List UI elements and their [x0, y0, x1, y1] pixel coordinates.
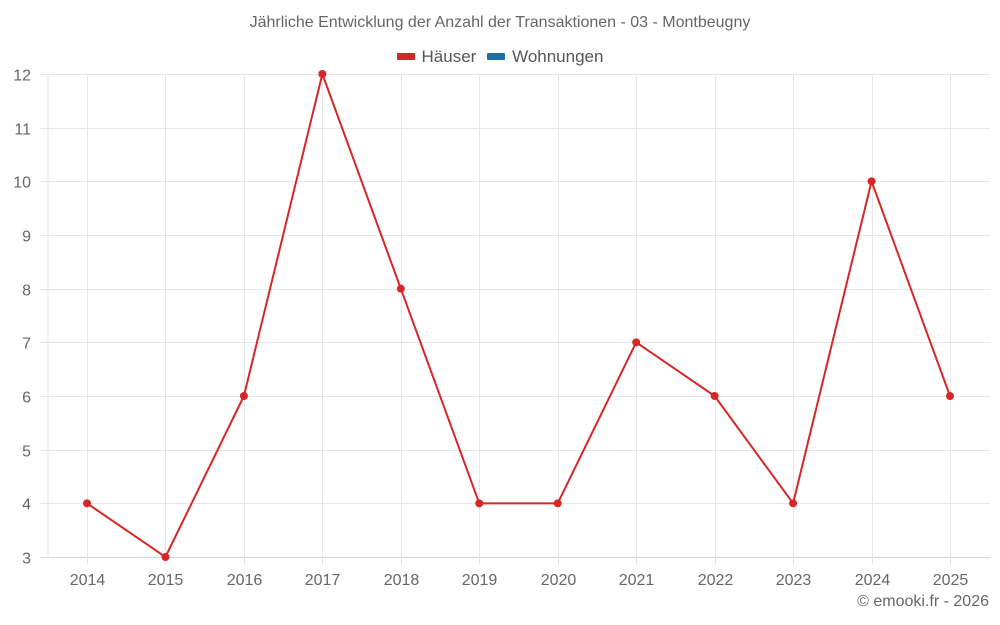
chart-title: Jährliche Entwicklung der Anzahl der Tra… — [249, 14, 751, 31]
data-point[interactable] — [475, 499, 484, 508]
legend-label-haeuser: Häuser — [421, 46, 477, 66]
y-tick-label: 6 — [22, 390, 31, 407]
series-haeuser — [83, 70, 954, 561]
series-line — [86, 73, 951, 558]
data-point[interactable] — [789, 499, 798, 508]
y-tick-label: 5 — [22, 444, 31, 461]
y-tick-label: 7 — [22, 336, 31, 353]
x-tick-label: 2014 — [70, 572, 106, 589]
data-point[interactable] — [396, 284, 405, 293]
legend-swatch-haeuser — [396, 53, 415, 60]
x-tick-label: 2017 — [305, 572, 341, 589]
x-tick-label: 2024 — [855, 572, 891, 589]
grid — [40, 74, 990, 565]
y-tick-label: 11 — [14, 122, 31, 139]
x-tick-label: 2025 — [933, 572, 969, 589]
legend-swatch-wohnungen — [487, 53, 506, 60]
axes: 3 4 5 6 7 8 9 10 11 12 2014 2015 2016 2017 2018 2019 202… — [13, 68, 968, 590]
y-tick-label: 8 — [22, 283, 31, 300]
x-tick-label: 2016 — [227, 572, 263, 589]
y-tick-label: 4 — [22, 497, 31, 514]
data-point[interactable] — [710, 392, 719, 400]
data-point[interactable] — [946, 392, 954, 400]
legend-item-wohnungen[interactable]: Wohnungen — [487, 47, 603, 67]
data-point[interactable] — [161, 553, 170, 561]
y-tick-label: 3 — [22, 551, 31, 568]
x-tick-label: 2018 — [384, 572, 420, 589]
y-tick-label: 12 — [13, 68, 31, 85]
y-tick-label: 10 — [13, 175, 31, 192]
data-point[interactable] — [239, 392, 248, 400]
y-tick-label: 9 — [22, 229, 31, 246]
x-tick-label: 2019 — [462, 572, 498, 589]
x-tick-label: 2021 — [619, 572, 655, 589]
data-point[interactable] — [867, 177, 876, 186]
x-tick-label: 2020 — [541, 572, 577, 589]
x-tick-label: 2023 — [776, 572, 812, 589]
legend-label-wohnungen: Wohnungen — [512, 46, 604, 66]
data-point[interactable] — [318, 70, 327, 78]
data-point[interactable] — [553, 499, 562, 508]
legend: Häuser Wohnungen — [0, 45, 1000, 67]
legend-item-haeuser[interactable]: Häuser — [396, 46, 477, 67]
data-point[interactable] — [83, 499, 91, 508]
x-tick-label: 2022 — [698, 572, 734, 589]
credit-text: © emooki.fr - 2026 — [857, 593, 989, 610]
data-point[interactable] — [632, 338, 641, 347]
x-tick-label: 2015 — [148, 572, 184, 589]
